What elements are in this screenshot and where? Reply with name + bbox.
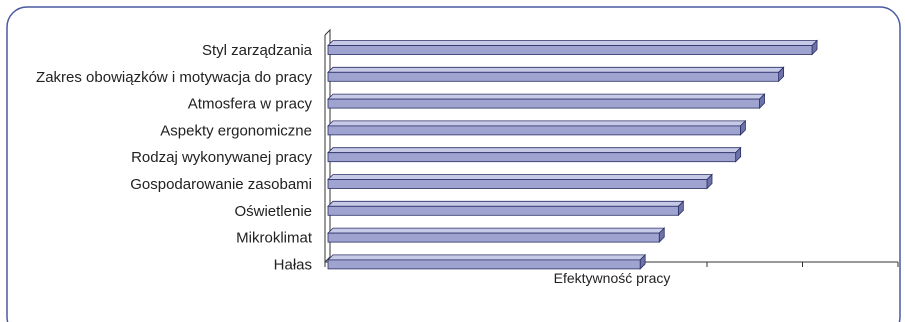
- bar: [327, 146, 742, 163]
- bar: [327, 200, 685, 217]
- bar: [327, 39, 819, 56]
- category-label: Hałas: [274, 256, 312, 273]
- bar-top-face: [327, 66, 785, 73]
- category-label: Styl zarządzania: [202, 42, 313, 59]
- bar-top-face: [327, 174, 713, 180]
- bar: [327, 227, 666, 244]
- bar-top-face: [327, 40, 819, 46]
- bar: [327, 93, 766, 110]
- bar: [327, 66, 785, 83]
- category-label: Atmosfera w pracy: [188, 96, 313, 113]
- category-label: Rodzaj wykonywanej pracy: [131, 149, 312, 166]
- bar-front-face: [327, 205, 679, 216]
- bar-front-face: [327, 125, 741, 136]
- bar-front-face: [327, 152, 737, 163]
- x-axis-title: Efektywność pracy: [554, 270, 671, 286]
- bar-front-face: [327, 179, 708, 189]
- chart-border: [6, 6, 901, 322]
- bar-top-face: [327, 93, 766, 100]
- bar-top-face: [327, 120, 747, 127]
- back-wall: [324, 28, 331, 263]
- category-label: Oświetlenie: [234, 203, 312, 220]
- bar: [327, 173, 713, 190]
- bar-top-face: [327, 200, 685, 207]
- bar-front-face: [327, 45, 813, 55]
- bar-front-face: [327, 71, 780, 82]
- bar-top-face: [327, 254, 647, 261]
- bars: [327, 39, 819, 270]
- category-label: Gospodarowanie zasobami: [130, 176, 312, 193]
- bar-front-face: [327, 232, 660, 243]
- category-label: Aspekty ergonomiczne: [160, 122, 312, 139]
- bar-front-face: [327, 259, 641, 270]
- bar: [327, 119, 747, 136]
- bar-top-face: [327, 227, 666, 234]
- category-label: Mikroklimat: [236, 230, 313, 247]
- bar-front-face: [327, 98, 760, 109]
- category-label: Zakres obowiązków i motywacja do pracy: [36, 69, 312, 86]
- category-labels: Styl zarządzania Zakres obowiązków i moty…: [36, 42, 313, 273]
- bar: [327, 253, 647, 270]
- bar-top-face: [327, 147, 742, 154]
